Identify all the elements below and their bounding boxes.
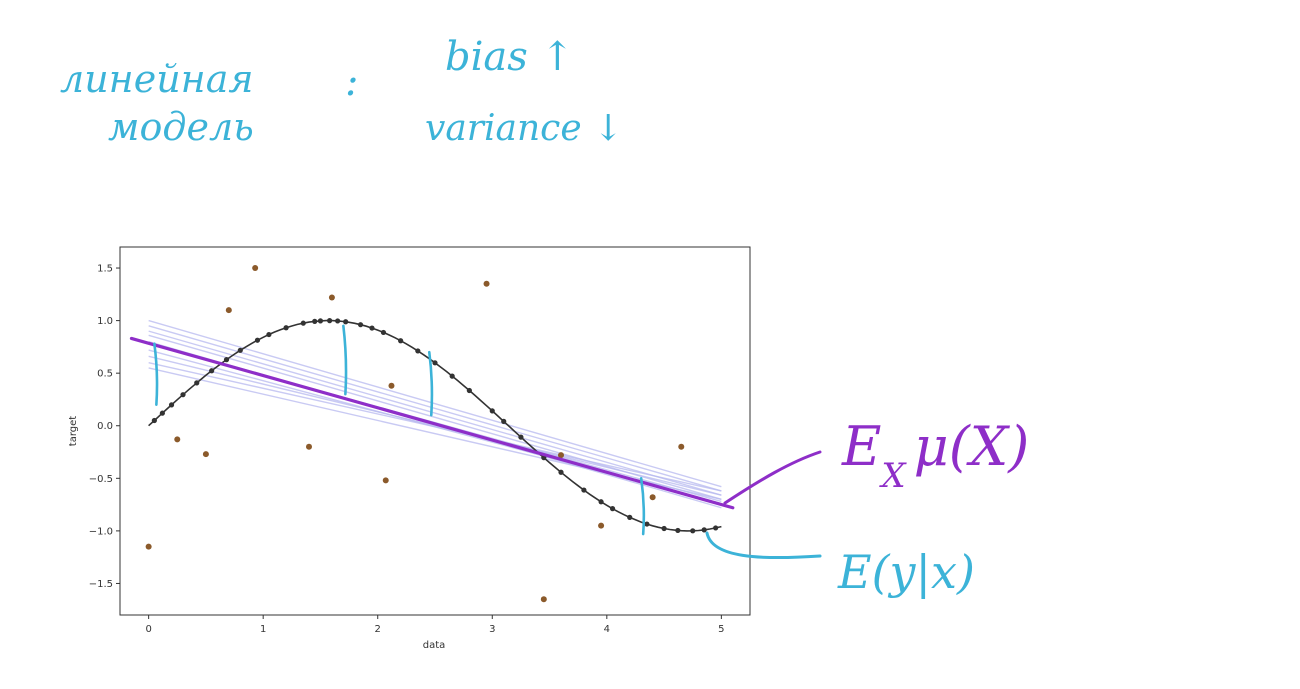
true-point — [415, 348, 421, 354]
true-point — [312, 318, 318, 324]
true-function-points — [151, 318, 719, 534]
label-true-mean: E(y|x) — [837, 545, 975, 599]
true-point — [327, 318, 333, 324]
true-point — [598, 499, 604, 505]
residual-marker — [427, 350, 434, 417]
noisy-point — [382, 477, 389, 484]
y-tick-label: 0.5 — [97, 369, 113, 380]
noisy-sample-points — [145, 265, 685, 603]
true-point — [194, 380, 200, 386]
true-point — [701, 527, 707, 533]
true-point — [501, 418, 507, 424]
noisy-point — [483, 280, 490, 287]
noisy-point — [328, 294, 335, 301]
true-point — [661, 525, 667, 532]
noisy-point — [540, 596, 547, 603]
true-point — [254, 337, 261, 343]
noisy-point — [649, 494, 656, 501]
bootstrap-fit-line — [148, 361, 722, 492]
true-point — [151, 417, 157, 424]
true-point — [343, 319, 349, 325]
true-point — [223, 357, 230, 363]
true-point — [581, 487, 587, 493]
residual-marker — [342, 324, 348, 396]
mean-fit-line — [129, 336, 735, 510]
true-point — [489, 408, 495, 414]
true-point — [335, 318, 341, 324]
true-point — [180, 392, 186, 398]
noisy-point — [145, 543, 152, 550]
bootstrap-fit-line — [148, 355, 722, 496]
y-tick-label: −1.0 — [89, 526, 113, 537]
true-point — [690, 528, 696, 534]
noisy-point — [202, 451, 209, 458]
true-point — [466, 387, 472, 394]
x-tick-label: 1 — [260, 624, 266, 635]
note-bias: bias ↑ — [445, 34, 574, 80]
noisy-point — [558, 452, 564, 459]
x-tick-label: 0 — [145, 624, 151, 635]
y-tick-label: 0.0 — [97, 421, 113, 432]
true-point — [398, 338, 404, 344]
plot-area — [119, 246, 751, 616]
true-point — [209, 368, 215, 374]
true-point — [266, 331, 272, 338]
noisy-point — [174, 436, 181, 443]
residual-markers — [153, 324, 646, 536]
noisy-point — [225, 307, 232, 314]
true-point — [449, 373, 455, 379]
noisy-point — [306, 443, 312, 450]
true-point — [168, 402, 175, 408]
x-tick-label: 3 — [489, 624, 495, 635]
x-tick-label: 4 — [604, 624, 610, 635]
true-point — [369, 325, 375, 331]
x-tick-label: 5 — [718, 624, 724, 635]
true-point — [357, 322, 364, 328]
true-point — [675, 527, 681, 534]
true-point — [432, 360, 438, 366]
y-tick-label: −0.5 — [89, 474, 113, 485]
true-point — [317, 318, 324, 324]
noisy-point — [252, 265, 259, 272]
label-expectation-model: EX μ(X) — [841, 415, 1029, 496]
true-point — [518, 434, 524, 440]
true-point — [558, 469, 564, 475]
y-axis-label: target — [68, 416, 79, 446]
y-axis-ticks: 1.5 1.0 0.5 0.0 −0.5 −1.0 −1.5 — [89, 264, 120, 590]
mean-fit-line-stroke — [129, 336, 735, 510]
true-point — [300, 320, 306, 326]
true-point — [159, 410, 165, 416]
x-axis-ticks: 0 1 2 3 4 5 — [145, 615, 725, 635]
true-point — [283, 325, 289, 331]
noisy-point — [678, 443, 685, 450]
noisy-point — [388, 382, 395, 389]
bootstrap-fit-line — [148, 325, 722, 492]
note-model: модель — [108, 105, 254, 149]
note-linear: линейная — [60, 57, 254, 101]
residual-marker — [639, 477, 646, 536]
pointer-true-mean — [705, 531, 822, 560]
true-point — [237, 347, 243, 353]
residual-marker — [153, 342, 159, 407]
x-tick-label: 2 — [375, 624, 381, 635]
true-point — [609, 506, 616, 512]
true-point — [627, 514, 633, 520]
note-variance: variance ↓ — [425, 108, 623, 149]
pointer-mean-fit — [723, 450, 822, 505]
bootstrap-fit-line — [148, 330, 722, 496]
true-point — [644, 521, 650, 527]
y-tick-label: −1.5 — [89, 579, 113, 590]
note-colon: : — [345, 59, 358, 105]
y-tick-label: 1.0 — [97, 316, 113, 327]
y-tick-label: 1.5 — [97, 264, 113, 275]
x-axis-label: data — [423, 640, 446, 651]
true-point — [713, 525, 719, 531]
true-point — [380, 329, 387, 336]
noisy-point — [598, 522, 605, 529]
